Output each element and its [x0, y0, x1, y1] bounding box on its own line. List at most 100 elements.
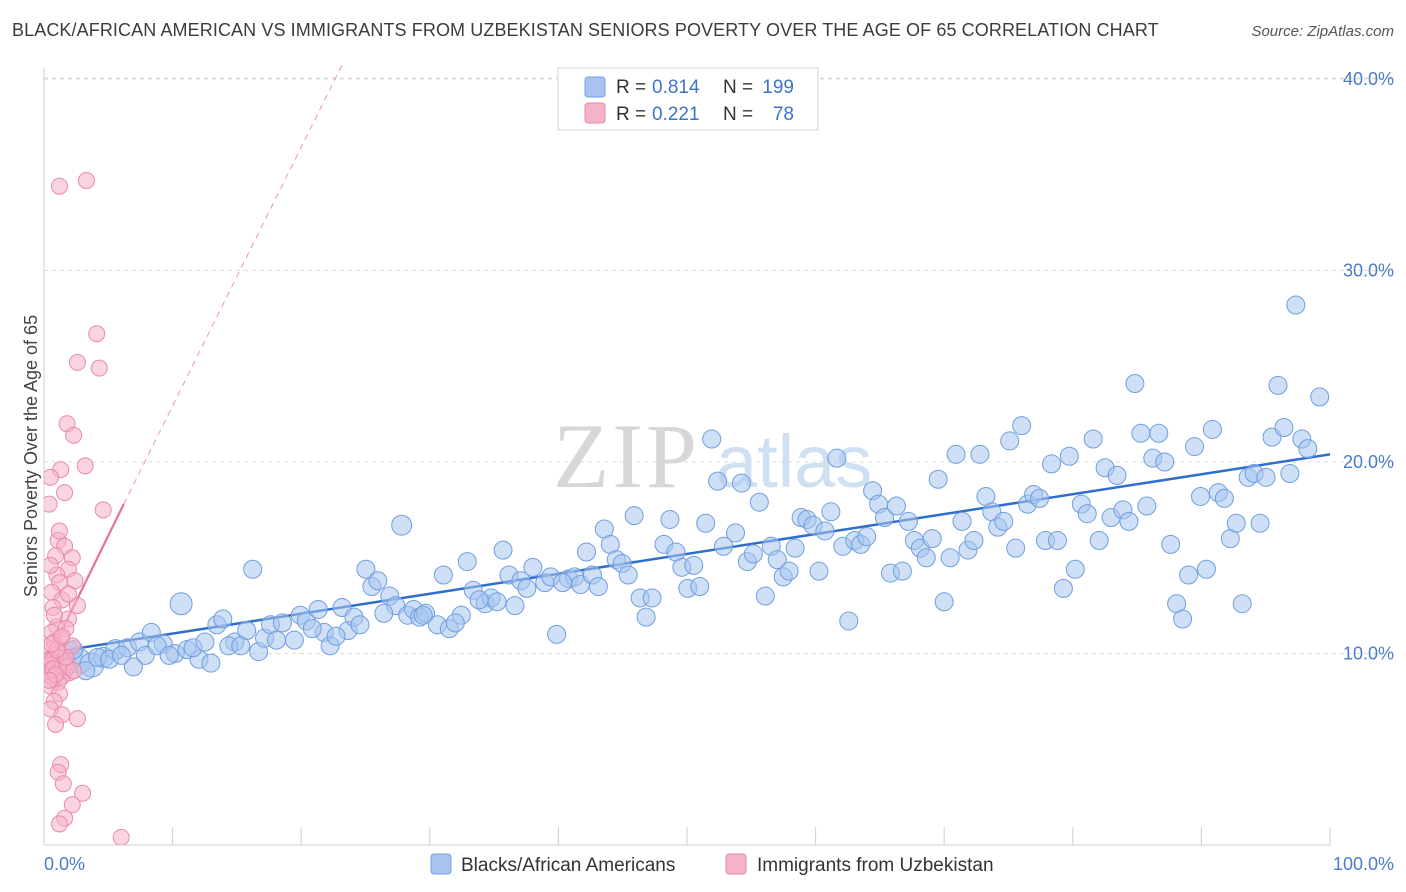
y-tick-label-40: 40.0% [1343, 69, 1394, 89]
point-blacks [642, 588, 662, 608]
point-uzbekistan [53, 627, 71, 645]
point-blacks [809, 561, 829, 581]
point-blacks [922, 529, 942, 549]
point-blacks [517, 578, 537, 598]
point-blacks [272, 613, 292, 633]
point-blacks [1179, 565, 1199, 585]
point-blacks [1155, 452, 1175, 472]
point-blacks [755, 586, 775, 606]
bottom-legend: Blacks/African Americans Immigrants from… [430, 853, 994, 876]
point-blacks [284, 630, 304, 650]
x-tick-label-max: 100.0% [1333, 854, 1394, 874]
watermark-zip: ZIP [553, 405, 700, 507]
point-blacks [1131, 423, 1151, 443]
point-blacks [1202, 419, 1222, 439]
point-blacks [1298, 439, 1318, 459]
point-blacks [1149, 423, 1169, 443]
point-blacks [302, 619, 322, 639]
bottom-legend-swatch-pink [725, 853, 747, 875]
point-blacks [1065, 559, 1085, 579]
y-tick-label-10: 10.0% [1343, 644, 1394, 664]
point-blacks [636, 607, 656, 627]
point-uzbekistan [47, 715, 65, 733]
point-blacks [624, 506, 644, 526]
trend-lines [44, 61, 1331, 668]
point-blacks [326, 626, 346, 646]
point-blacks [1012, 416, 1032, 436]
point-blacks [1030, 488, 1050, 508]
point-blacks [857, 527, 877, 547]
legend-swatch-pink [584, 102, 606, 124]
point-blacks [767, 550, 787, 570]
point-blacks [195, 632, 215, 652]
point-blacks [445, 613, 465, 633]
point-blacks [1125, 373, 1145, 393]
legend-n-label-2: N = [723, 104, 753, 125]
point-blacks [934, 592, 954, 612]
point-blacks [231, 636, 251, 656]
bottom-legend-label-blue: Blacks/African Americans [461, 855, 675, 876]
source-label: Source: ZipAtlas.com [1251, 23, 1394, 40]
point-blacks [368, 571, 388, 591]
point-uzbekistan [68, 353, 86, 371]
point-uzbekistan [44, 468, 59, 486]
point-uzbekistan [65, 426, 83, 444]
point-blacks [714, 536, 734, 556]
y-axis-title: Seniors Poverty Over the Age of 65 [21, 315, 41, 597]
point-blacks [457, 552, 477, 572]
point-blacks [702, 429, 722, 449]
x-ticks [43, 827, 1331, 845]
point-blacks [547, 624, 567, 644]
point-blacks [1196, 559, 1216, 579]
point-blacks [875, 508, 895, 528]
point-blacks [588, 576, 608, 596]
legend-n-label-1: N = [723, 77, 753, 98]
y-tick-labels: 10.0% 20.0% 30.0% 40.0% [1343, 69, 1394, 664]
point-uzbekistan [68, 710, 86, 728]
point-blacks [1268, 375, 1288, 395]
point-uzbekistan [44, 671, 58, 689]
point-uzbekistan [54, 775, 72, 793]
point-blacks [523, 557, 543, 577]
legend-n-value-1: 199 [762, 77, 794, 98]
point-blacks [1047, 531, 1067, 551]
point-blacks [821, 502, 841, 522]
point-uzbekistan [90, 359, 108, 377]
point-blacks [1059, 446, 1079, 466]
legend-r-value-2: 0.221 [652, 104, 700, 125]
point-blacks [1232, 594, 1252, 614]
point-blacks [123, 657, 143, 677]
watermark: ZIP atlas [553, 405, 872, 507]
series-uzbekistan-points [44, 171, 130, 845]
point-blacks [815, 521, 835, 541]
point-uzbekistan [76, 457, 94, 475]
point-blacks [928, 469, 948, 489]
point-blacks [690, 576, 710, 596]
point-blacks [898, 511, 918, 531]
point-blacks [1000, 431, 1020, 451]
point-blacks [708, 471, 728, 491]
legend-r-value-1: 0.814 [652, 77, 700, 98]
point-blacks [493, 540, 513, 560]
point-blacks [243, 559, 263, 579]
point-blacks [1250, 513, 1270, 533]
point-blacks [964, 531, 984, 551]
point-uzbekistan [88, 325, 106, 343]
point-blacks [1006, 538, 1026, 558]
point-blacks [266, 630, 286, 650]
point-blacks [1089, 531, 1109, 551]
point-uzbekistan [63, 796, 81, 814]
point-uzbekistan [50, 815, 68, 833]
chart-title: BLACK/AFRICAN AMERICAN VS IMMIGRANTS FRO… [12, 20, 1159, 40]
trend-line-uzbekistan-extended [123, 61, 345, 505]
point-blacks [970, 444, 990, 464]
point-blacks [350, 615, 370, 635]
point-blacks [1053, 578, 1073, 598]
point-blacks [1190, 486, 1210, 506]
point-blacks [684, 555, 704, 575]
point-blacks [827, 448, 847, 468]
point-uzbekistan [44, 495, 58, 513]
point-blacks [159, 645, 179, 665]
point-blacks [576, 542, 596, 562]
